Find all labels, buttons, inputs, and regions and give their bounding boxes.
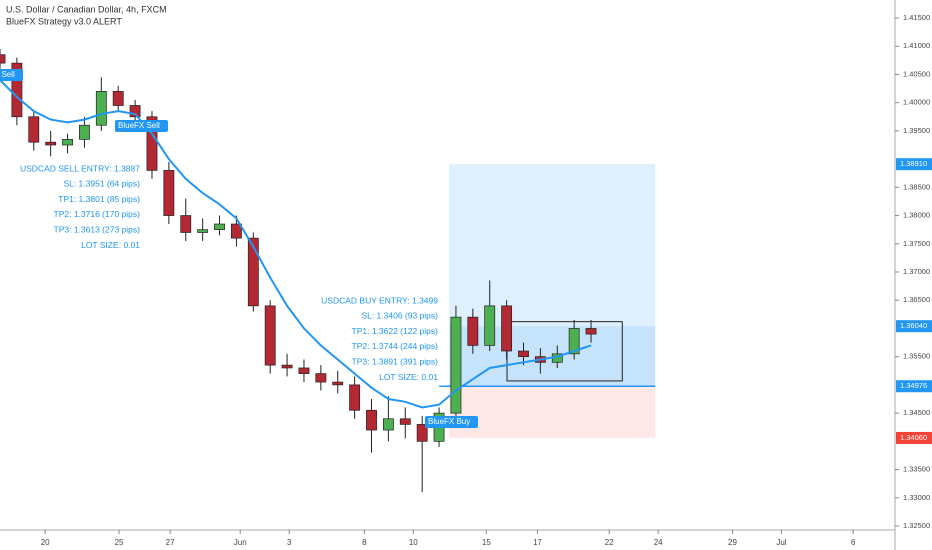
signal-label: BlueFX Sell: [118, 121, 160, 130]
y-tick-label: 1.39500: [903, 126, 930, 135]
y-tick-label: 1.38500: [903, 182, 930, 191]
candle-body: [197, 229, 209, 233]
y-tick-label: 1.41000: [903, 41, 930, 50]
candle-body: [450, 316, 462, 414]
candle-body: [349, 384, 361, 411]
candle-body: [298, 367, 310, 374]
y-tick-label: 1.37500: [903, 239, 930, 248]
candle-body: [129, 105, 141, 118]
x-tick-label: 27: [166, 538, 175, 547]
annotation-text: TP2: 1.3716 (170 pips): [54, 209, 141, 219]
y-tick-label: 1.40000: [903, 98, 930, 107]
candle-body: [11, 62, 23, 118]
x-tick-label: 29: [728, 538, 737, 547]
candle-body: [501, 305, 513, 352]
candle-body: [315, 373, 327, 383]
moving-average: [0, 79, 592, 409]
candle-body: [230, 223, 242, 239]
x-tick-label: 17: [533, 538, 542, 547]
annotation-text: USDCAD SELL ENTRY: 1.3887: [20, 163, 140, 173]
candle-body: [95, 91, 107, 126]
signal-label-bg: [115, 120, 168, 132]
candle-body: [79, 124, 90, 140]
chart-subtitle: BlueFX Strategy v3.0 ALERT: [6, 16, 122, 26]
candle-body: [399, 418, 411, 425]
candle-body: [382, 418, 394, 431]
x-tick-label: 8: [362, 538, 367, 547]
candle-body: [467, 316, 479, 346]
y-tick-label: 1.34500: [903, 408, 930, 417]
x-tick-label: 22: [605, 538, 614, 547]
price-label: 1.34060: [900, 433, 927, 442]
candle-body: [163, 170, 175, 216]
candle-body: [146, 116, 158, 171]
y-tick-label: 1.41500: [903, 13, 930, 22]
price-label: 1.34976: [900, 381, 927, 390]
candle-body: [214, 223, 225, 231]
candle-body: [416, 424, 428, 442]
candle-body: [264, 305, 276, 366]
x-tick-label: 15: [482, 538, 491, 547]
y-tick-label: 1.40500: [903, 69, 930, 78]
annotation-text: TP2: 1.3744 (244 pips): [352, 341, 439, 351]
x-tick-label: Jun: [234, 538, 247, 547]
candle-body: [112, 91, 124, 106]
candle-body: [484, 305, 496, 346]
annotation-text: TP3: 1.3891 (391 pips): [352, 356, 439, 366]
x-tick-label: 20: [41, 538, 50, 547]
candle-body: [366, 409, 377, 431]
annotation-text: SL: 1.3406 (93 pips): [361, 311, 438, 321]
price-label-bg: [896, 320, 932, 333]
y-tick-label: 1.32500: [903, 521, 930, 530]
annotation-text: SL: 1.3951 (64 pips): [63, 179, 140, 189]
y-tick-label: 1.33500: [903, 465, 930, 474]
annotation-text: LOT SIZE: 0.01: [81, 240, 140, 250]
price-label-bg: [896, 431, 932, 444]
price-label: 1.36040: [900, 321, 927, 330]
annotation-text: LOT SIZE: 0.01: [379, 372, 438, 382]
price-label-bg: [896, 158, 932, 171]
x-tick-label: 25: [115, 538, 124, 547]
x-tick-label: 3: [287, 538, 292, 547]
annotation-text: TP3: 1.3613 (273 pips): [54, 224, 141, 234]
y-tick-label: 1.36500: [903, 295, 930, 304]
price-label-bg: [896, 380, 932, 393]
annotation-text: USDCAD BUY ENTRY: 1.3499: [321, 295, 438, 305]
candle-body: [180, 215, 192, 233]
y-tick-label: 1.35500: [903, 352, 930, 361]
y-tick-label: 1.33000: [903, 493, 930, 502]
candle-body: [62, 139, 73, 146]
signal-label: BlueFX Buy: [428, 417, 470, 426]
signal-label-bg: [425, 416, 478, 428]
candle-body: [247, 237, 259, 307]
x-tick-label: 6: [851, 538, 856, 547]
x-tick-label: 10: [409, 538, 418, 547]
candle-body: [332, 381, 344, 386]
candle-body: [45, 141, 57, 146]
candle-body: [281, 364, 293, 369]
x-tick-label: 24: [654, 538, 663, 547]
x-tick-label: Jul: [776, 538, 786, 547]
annotation-text: TP1: 1.3801 (85 pips): [58, 194, 140, 204]
y-tick-label: 1.38000: [903, 211, 930, 220]
candle-body: [0, 54, 6, 64]
annotation-text: TP1: 1.3622 (122 pips): [352, 326, 439, 336]
candle-body: [518, 350, 529, 358]
signal-label: BlueFX Sell: [0, 70, 15, 79]
candle-body: [585, 328, 597, 335]
loss-zone: [449, 386, 656, 438]
candle-body: [28, 116, 40, 143]
y-tick-label: 1.37000: [903, 267, 930, 276]
profit-zone: [449, 164, 656, 387]
candle-body: [568, 328, 580, 355]
price-label: 1.38910: [900, 159, 927, 168]
chart-title: U.S. Dollar / Canadian Dollar, 4h, FXCM: [6, 4, 167, 14]
signal-label-bg: [0, 69, 23, 81]
